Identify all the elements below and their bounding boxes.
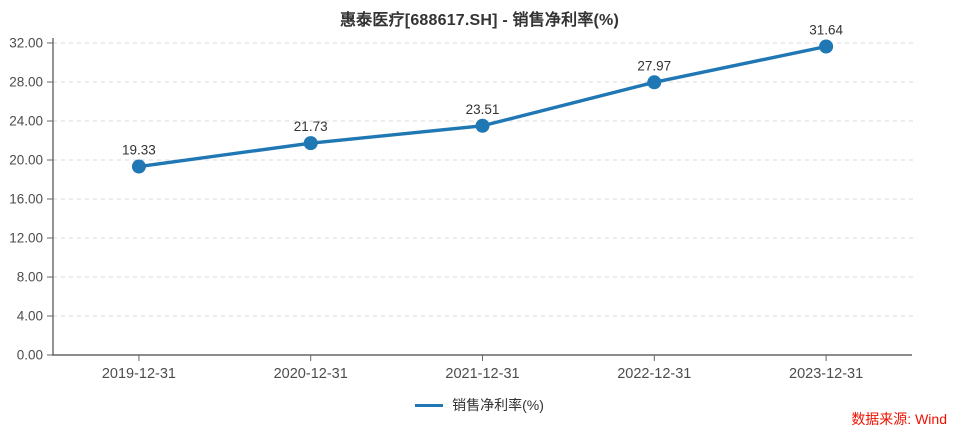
y-tick-label: 28.00 xyxy=(9,75,43,90)
x-tick-label: 2023-12-31 xyxy=(789,366,863,382)
data-point-label: 21.73 xyxy=(294,119,328,134)
data-source-note: 数据来源: Wind xyxy=(851,411,947,427)
legend-series-label: 销售净利率(%) xyxy=(452,397,544,413)
x-tick-label: 2020-12-31 xyxy=(274,366,348,382)
y-tick-label: 0.00 xyxy=(17,348,43,363)
y-tick-label: 4.00 xyxy=(17,309,43,324)
data-point xyxy=(303,136,318,151)
data-point-label: 19.33 xyxy=(122,143,156,158)
y-tick-label: 20.00 xyxy=(9,153,43,168)
x-tick-label: 2022-12-31 xyxy=(617,366,691,382)
data-point xyxy=(131,159,146,174)
data-point xyxy=(475,118,490,133)
chart-title: 惠泰医疗[688617.SH] - 销售净利率(%) xyxy=(339,12,620,29)
y-tick-label: 24.00 xyxy=(9,114,43,129)
y-tick-label: 32.00 xyxy=(9,36,43,51)
x-tick-label: 2021-12-31 xyxy=(445,366,519,382)
legend-line-swatch xyxy=(415,403,444,407)
data-point xyxy=(647,75,662,90)
data-point-label: 23.51 xyxy=(466,102,500,117)
data-point-label: 31.64 xyxy=(809,23,843,38)
legend: 销售净利率(%) xyxy=(0,395,959,415)
data-point xyxy=(819,39,834,54)
y-tick-label: 16.00 xyxy=(9,192,43,207)
y-tick-label: 8.00 xyxy=(17,270,43,285)
x-tick-label: 2019-12-31 xyxy=(102,366,176,382)
y-tick-label: 12.00 xyxy=(9,231,43,246)
data-point-label: 27.97 xyxy=(637,58,671,73)
